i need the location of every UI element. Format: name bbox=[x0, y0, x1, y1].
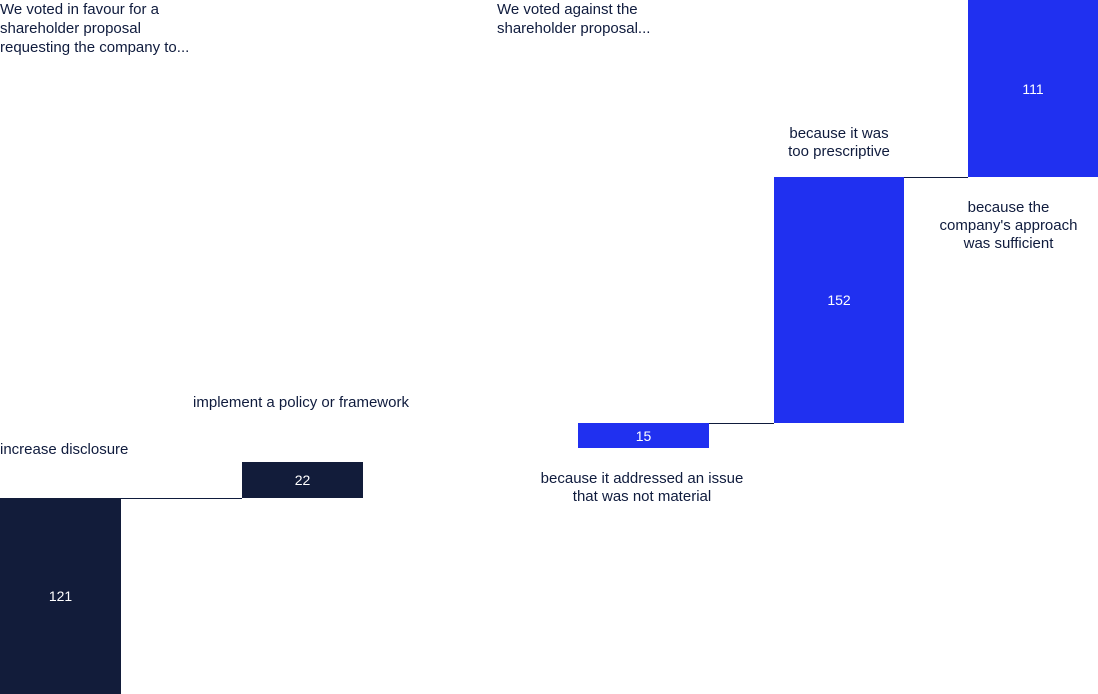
value-increase-disclosure: 121 bbox=[0, 589, 121, 603]
value-implement-policy: 22 bbox=[242, 473, 363, 487]
right-title-line1: We voted against the bbox=[497, 1, 638, 18]
label-increase-disclosure: increase disclosure bbox=[0, 441, 128, 459]
label-too-prescriptive-l2: too prescriptive bbox=[788, 143, 890, 160]
label-approach-sufficient: because the company's approach was suffi… bbox=[919, 199, 1098, 253]
left-title-line2: shareholder proposal bbox=[0, 20, 141, 37]
value-too-prescriptive: 152 bbox=[774, 293, 904, 307]
label-too-prescriptive-l1: because it was bbox=[789, 125, 888, 142]
label-implement-policy: implement a policy or framework bbox=[181, 394, 421, 412]
value-not-material: 15 bbox=[578, 429, 709, 443]
label-approach-sufficient-l2: company's approach bbox=[940, 217, 1078, 234]
value-approach-sufficient: 111 bbox=[968, 82, 1098, 96]
label-too-prescriptive: because it was too prescriptive bbox=[774, 125, 904, 161]
label-approach-sufficient-l3: was sufficient bbox=[964, 235, 1054, 252]
label-approach-sufficient-l1: because the bbox=[968, 199, 1050, 216]
label-not-material: because it addressed an issue that was n… bbox=[502, 470, 782, 506]
right-title-line2: shareholder proposal... bbox=[497, 20, 650, 37]
left-connector bbox=[121, 498, 242, 499]
left-title-line3: requesting the company to... bbox=[0, 39, 189, 56]
label-not-material-l2: that was not material bbox=[573, 488, 711, 505]
right-title: We voted against the shareholder proposa… bbox=[497, 0, 650, 38]
label-not-material-l1: because it addressed an issue bbox=[541, 470, 744, 487]
left-title-line1: We voted in favour for a bbox=[0, 1, 159, 18]
right-connector-0 bbox=[709, 423, 774, 424]
left-title: We voted in favour for a shareholder pro… bbox=[0, 0, 189, 57]
right-connector-1 bbox=[904, 177, 968, 178]
